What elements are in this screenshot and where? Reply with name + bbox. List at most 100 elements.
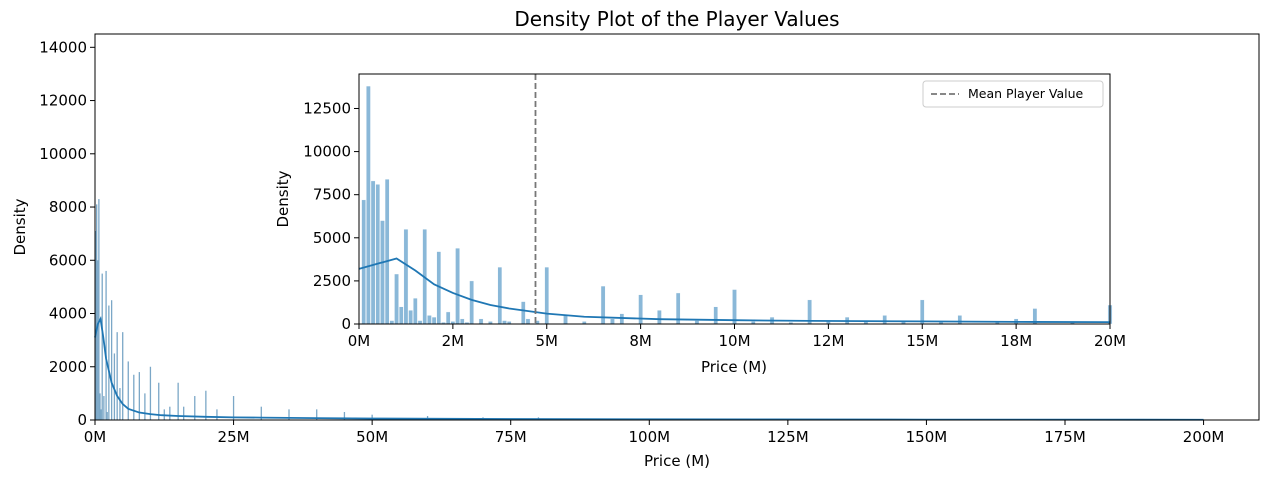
inset-x-tick-label: 15M	[906, 332, 938, 350]
main-bar	[108, 305, 110, 420]
main-y-tick-label: 4000	[49, 305, 87, 323]
inset-y-tick-label: 5000	[313, 229, 351, 247]
inset-bar	[375, 184, 381, 325]
inset-bar	[366, 85, 371, 325]
main-bar	[158, 382, 160, 420]
main-x-tick-label: 25M	[218, 428, 250, 446]
main-y-tick-label: 2000	[49, 358, 87, 376]
main-x-tick-label: 150M	[906, 428, 948, 446]
main-bar	[343, 412, 346, 420]
main-bar	[127, 361, 129, 420]
main-bar	[144, 393, 146, 420]
inset-bar	[478, 318, 484, 325]
inset-bar	[600, 285, 606, 325]
inset-bar	[657, 310, 662, 325]
inset-bar	[398, 306, 404, 325]
inset-bar	[389, 320, 395, 325]
legend-box	[922, 80, 1104, 108]
main-bar	[110, 300, 113, 420]
chart-title: Density Plot of the Player Values	[514, 7, 839, 31]
main-y-tick-label: 14000	[39, 38, 87, 56]
inset-x-ticks: 0M 2M 5M 8M 10M 12M 15M 18M 20M	[348, 324, 1126, 350]
inset-x-axis-label: Price (M)	[701, 358, 767, 376]
inset-bar	[563, 315, 568, 325]
main-x-tick-label: 50M	[356, 428, 388, 446]
inset-y-tick-label: 2500	[313, 272, 351, 290]
inset-y-tick-label: 10000	[303, 143, 351, 161]
main-x-tick-label: 0M	[84, 428, 107, 446]
inset-bar	[380, 220, 385, 325]
main-y-axis-label: Density	[11, 198, 29, 255]
main-y-tick-label: 6000	[49, 251, 87, 269]
inset-bar	[431, 316, 437, 325]
main-bar	[371, 414, 373, 420]
main-kde-line	[94, 315, 1204, 421]
inset-bar	[469, 280, 474, 325]
main-y-tick-label: 8000	[49, 198, 87, 216]
inset-bar	[713, 306, 719, 325]
inset-bar	[497, 266, 503, 325]
inset-bar	[455, 247, 460, 325]
inset-x-tick-label: 10M	[718, 332, 750, 350]
inset-bar	[732, 289, 737, 325]
main-bar	[149, 366, 152, 420]
main-bar	[98, 199, 100, 420]
main-bar	[316, 409, 318, 420]
inset-bar	[361, 199, 366, 325]
main-x-tick-label: 200M	[1183, 428, 1225, 446]
inset-bars	[361, 85, 1113, 325]
inset-bar	[408, 310, 413, 325]
inset-bar	[413, 297, 418, 325]
main-x-tick-label: 100M	[628, 428, 670, 446]
inset-bar	[638, 294, 643, 325]
inset-kde-line	[358, 257, 1111, 323]
main-bar	[99, 393, 101, 420]
inset-x-tick-label: 18M	[1000, 332, 1032, 350]
main-bar	[113, 353, 116, 420]
main-bar	[97, 260, 99, 420]
main-bars	[94, 199, 1205, 420]
main-y-tick-label: 10000	[39, 145, 87, 163]
inset-bar	[919, 299, 925, 325]
inset-y-tick-label: 12500	[303, 99, 351, 117]
inset-legend: Mean Player Value	[922, 80, 1104, 108]
inset-bar	[427, 315, 432, 325]
main-bar	[116, 332, 118, 420]
inset-x-tick-label: 0M	[348, 332, 371, 350]
inset-bar	[384, 178, 390, 325]
inset-background	[359, 74, 1110, 324]
main-bar	[133, 374, 135, 420]
inset-bar	[957, 315, 963, 325]
main-bar	[138, 372, 140, 420]
main-x-tick-label: 75M	[495, 428, 527, 446]
main-y-tick-label: 0	[77, 411, 87, 429]
inset-bar	[445, 311, 451, 325]
main-bar	[183, 406, 185, 420]
inset-y-tick-label: 0	[341, 315, 351, 333]
main-bar	[177, 382, 179, 420]
inset-bar	[544, 266, 550, 325]
main-bar	[94, 230, 97, 420]
main-x-tick-label: 125M	[767, 428, 809, 446]
main-bar	[288, 409, 290, 420]
main-x-axis-label: Price (M)	[644, 452, 710, 470]
main-chart: Density Plot of the Player Values 0M 25M 5…	[11, 7, 1260, 470]
inset-x-tick-label: 5M	[536, 332, 559, 350]
inset-bar	[370, 180, 376, 325]
main-bar	[122, 332, 124, 420]
main-bar	[96, 204, 98, 420]
main-x-tick-label: 175M	[1044, 428, 1086, 446]
main-bar	[101, 273, 103, 420]
main-bar	[169, 406, 171, 420]
inset-x-tick-label: 8M	[629, 332, 652, 350]
inset-bar	[502, 320, 507, 325]
inset-x-tick-label: 20M	[1094, 332, 1126, 350]
main-bar	[205, 390, 207, 420]
main-bar	[100, 409, 102, 420]
main-bar	[105, 270, 107, 420]
inset-y-axis-label: Density	[274, 170, 292, 227]
main-bar	[119, 388, 121, 420]
inset-y-ticks: 0 2500 5000 7500 10000 12500	[303, 99, 359, 333]
inset-bar	[394, 273, 399, 325]
inset-bar	[694, 320, 700, 325]
